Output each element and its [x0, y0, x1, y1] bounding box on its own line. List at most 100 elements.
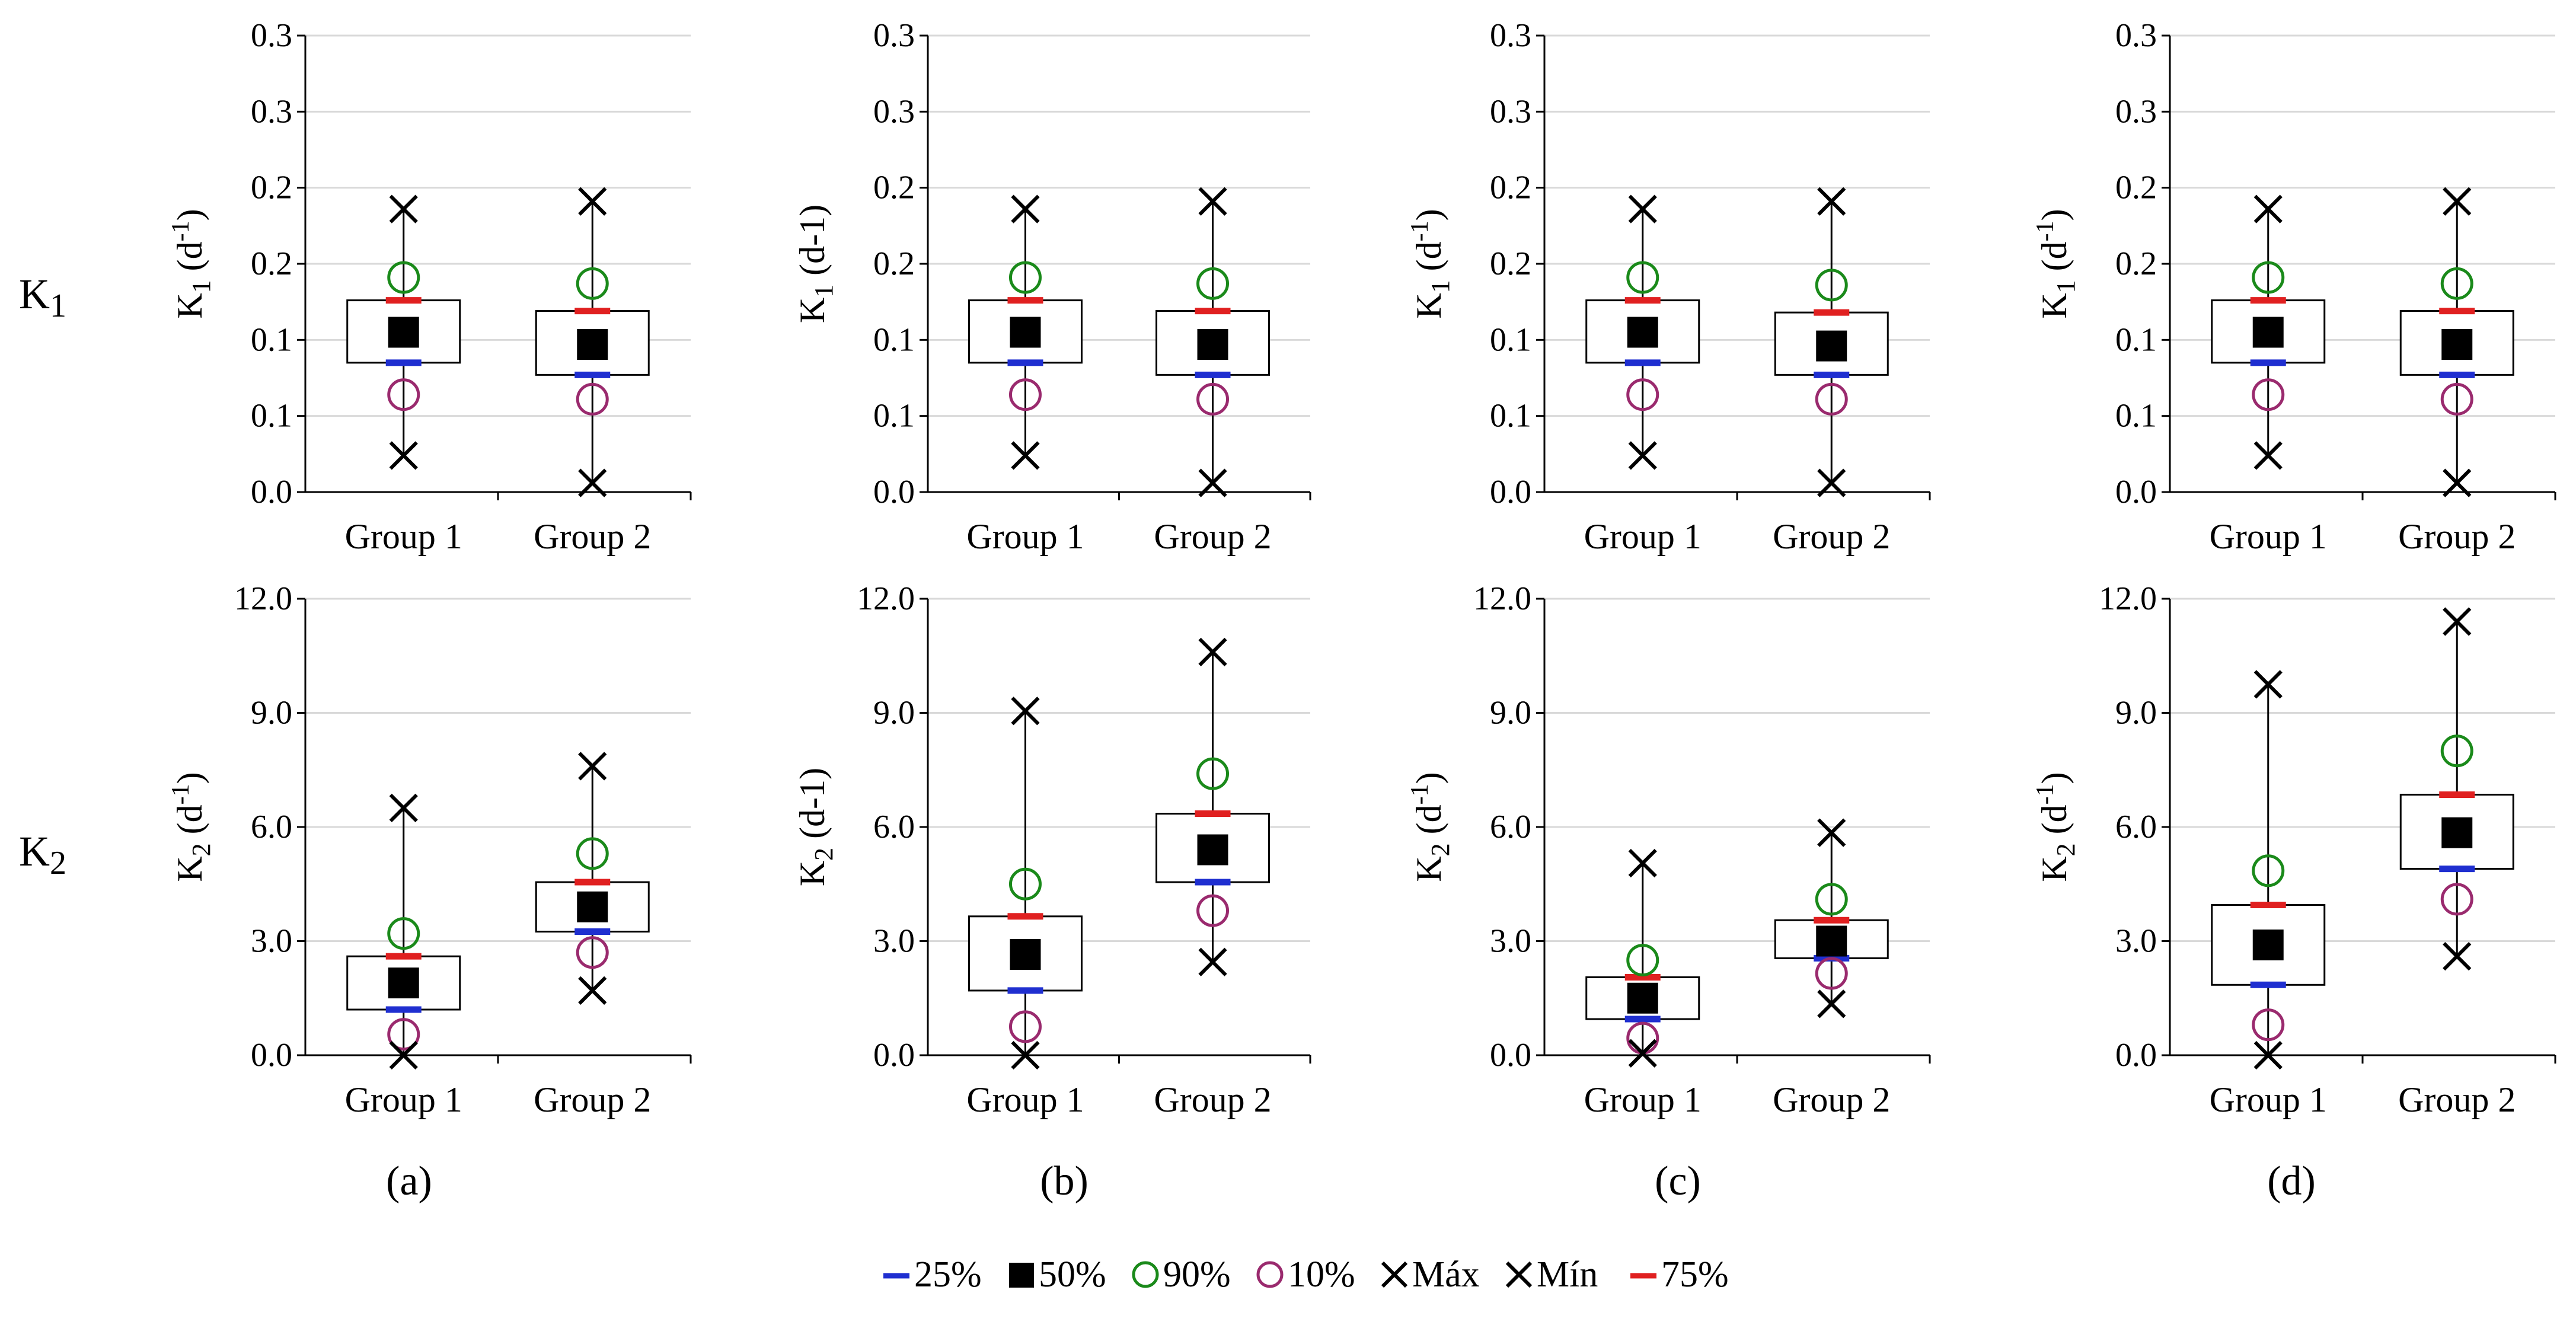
y-axis-label-superscript: -1	[1406, 221, 1434, 241]
y-axis-label-main: K	[170, 293, 209, 318]
y-tick-label: 0.1	[1490, 321, 1531, 358]
y-tick-label: 0.2	[1490, 245, 1531, 282]
y-axis-label: K2 (d-1)	[2032, 772, 2080, 882]
x-category-label: Group 1	[345, 1080, 462, 1119]
y-tick-label: 0.2	[251, 170, 292, 206]
y-tick-label: 0.2	[2115, 245, 2157, 282]
y-axis-label-end: )	[2035, 209, 2074, 221]
median-marker	[1010, 317, 1041, 348]
y-axis-label-unit: (d	[170, 241, 209, 280]
max-marker	[578, 187, 607, 216]
p10-marker	[2252, 378, 2285, 411]
y-tick-label: 0.0	[251, 474, 292, 510]
max-marker	[1011, 194, 1040, 223]
y-tick-label: 3.0	[1490, 923, 1531, 960]
y-tick-label: 0.2	[251, 245, 292, 282]
y-tick-label: 0.1	[873, 321, 915, 358]
min-marker	[1198, 947, 1227, 976]
max-marker	[389, 793, 418, 823]
median-marker	[1816, 925, 1847, 957]
y-axis-label-subscript: 2	[1426, 843, 1455, 856]
min-marker	[2443, 942, 2472, 971]
y-tick-label: 0.1	[251, 398, 292, 435]
p10-marker	[387, 378, 420, 411]
p90-marker	[1008, 261, 1042, 294]
max-marker	[1198, 637, 1227, 666]
y-tick-label: 6.0	[251, 809, 292, 845]
y-axis-label-end: )	[2035, 772, 2074, 784]
min-marker	[1011, 441, 1040, 470]
y-axis-label-end: )	[1409, 772, 1448, 784]
median-marker	[2441, 329, 2473, 360]
y-axis-label-unit: (d	[2035, 804, 2074, 843]
y-axis-label-end: )	[1409, 209, 1448, 221]
row-label-k2: K2	[19, 828, 66, 882]
y-tick-label: 0.0	[2115, 1037, 2157, 1074]
panel-label: (b)	[1040, 1158, 1089, 1204]
x-category-label: Group 1	[2210, 517, 2327, 556]
y-axis-label-unit: (d	[1409, 241, 1448, 280]
p10-marker	[2440, 883, 2473, 916]
y-tick-label: 0.3	[1490, 93, 1531, 130]
median-marker	[2252, 317, 2284, 348]
y-axis-label-superscript: -1	[2032, 221, 2059, 241]
y-tick-label: 0.0	[873, 1037, 915, 1074]
panel-d-k2: 0.0 3.0 6.0 9.0 12.0 K2 (d-1) Group 1 Group 2	[2032, 580, 2556, 1119]
median-marker	[1010, 938, 1041, 970]
p10-marker	[1008, 378, 1042, 411]
y-axis-label-end: )	[170, 209, 209, 221]
y-tick-label: 0.2	[2115, 170, 2157, 206]
y-tick-label: 0.3	[251, 17, 292, 54]
y-tick-label: 12.0	[234, 580, 292, 617]
y-axis-label-main: K	[2035, 856, 2074, 882]
y-axis-label-unit: (d-1)	[793, 205, 832, 285]
legend-label: Máx	[1412, 1254, 1480, 1295]
p90-marker	[2252, 261, 2285, 294]
max-marker	[1628, 848, 1657, 878]
panel-label: (a)	[386, 1158, 432, 1204]
legend-circle-icon	[1256, 1261, 1284, 1288]
p90-marker	[2440, 267, 2473, 300]
min-marker	[1011, 1040, 1040, 1070]
legend-label: 75%	[1661, 1254, 1729, 1295]
y-axis-label-superscript: -1	[167, 221, 194, 241]
x-category-label: Group 1	[1584, 517, 1702, 556]
y-tick-label: 3.0	[2115, 923, 2157, 960]
median-marker	[2252, 929, 2284, 960]
y-axis-label-subscript: 2	[187, 843, 216, 856]
panel-a-k2: 0.0 3.0 6.0 9.0 12.0 K2 (d-1) Group 1 Group 2	[167, 580, 692, 1119]
y-tick-label: 6.0	[873, 809, 915, 845]
y-axis-label-end: )	[170, 772, 209, 784]
y-tick-label: 0.2	[873, 170, 915, 206]
panel-a-k1: 0.0 0.1 0.1 0.2 0.2 0.3 0.3 K1 (d-1) Group 1 Grou…	[167, 17, 692, 556]
y-tick-label: 12.0	[1473, 580, 1531, 617]
row-label-main: K	[19, 270, 50, 318]
p10-marker	[1196, 382, 1230, 416]
max-marker	[1198, 187, 1227, 216]
p90-marker	[1626, 261, 1659, 294]
min-marker	[578, 976, 607, 1005]
y-tick-label: 6.0	[1490, 809, 1531, 845]
legend-circle-icon	[1132, 1261, 1159, 1288]
legend-item-máx: Máx	[1381, 1254, 1480, 1295]
median-marker	[1816, 330, 1847, 362]
p90-marker	[1815, 883, 1848, 916]
legend-item-50pct: 50%	[1009, 1254, 1106, 1295]
y-tick-label: 0.0	[873, 474, 915, 510]
min-marker	[578, 468, 607, 497]
x-category-label: Group 2	[534, 1080, 651, 1119]
row-label-subscript: 2	[50, 845, 66, 882]
y-tick-label: 0.3	[873, 17, 915, 54]
p90-marker	[1626, 944, 1659, 977]
max-marker	[578, 752, 607, 781]
p90-marker	[2252, 854, 2285, 887]
x-category-label: Group 2	[2398, 1080, 2516, 1119]
p90-marker	[1815, 269, 1848, 302]
p10-marker	[576, 382, 609, 416]
p90-marker	[387, 261, 420, 294]
x-category-label: Group 2	[1154, 1080, 1271, 1119]
min-marker	[1628, 441, 1657, 470]
y-tick-label: 3.0	[251, 923, 292, 960]
x-category-label: Group 1	[2210, 1080, 2327, 1119]
p90-marker	[576, 267, 609, 300]
